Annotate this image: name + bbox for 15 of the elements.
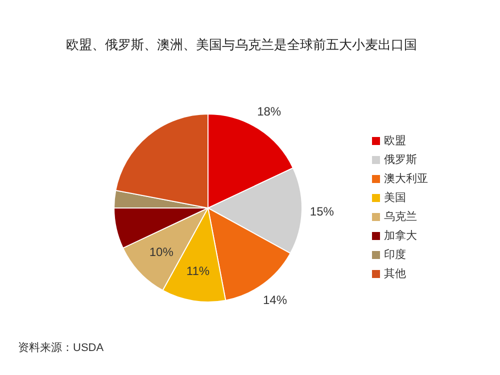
chart-title: 欧盟、俄罗斯、澳洲、美国与乌克兰是全球前五大小麦出口国 — [66, 36, 417, 54]
data-label: 10% — [149, 244, 174, 259]
legend-label: 加拿大 — [384, 230, 417, 242]
data-label: 14% — [262, 293, 288, 308]
data-label: 11% — [186, 264, 210, 278]
legend-label: 乌克兰 — [384, 211, 417, 223]
legend-label: 美国 — [384, 192, 406, 204]
legend-label: 欧盟 — [384, 135, 406, 147]
text: 资料来源：USDA — [18, 341, 104, 355]
legend-label: 俄罗斯 — [384, 154, 417, 166]
legend-label: 印度 — [384, 249, 406, 261]
data-label: 18% — [257, 104, 282, 119]
legend-label: 澳大利亚 — [384, 173, 428, 185]
legend-label: 其他 — [384, 268, 406, 280]
data-label: 15% — [310, 204, 334, 219]
